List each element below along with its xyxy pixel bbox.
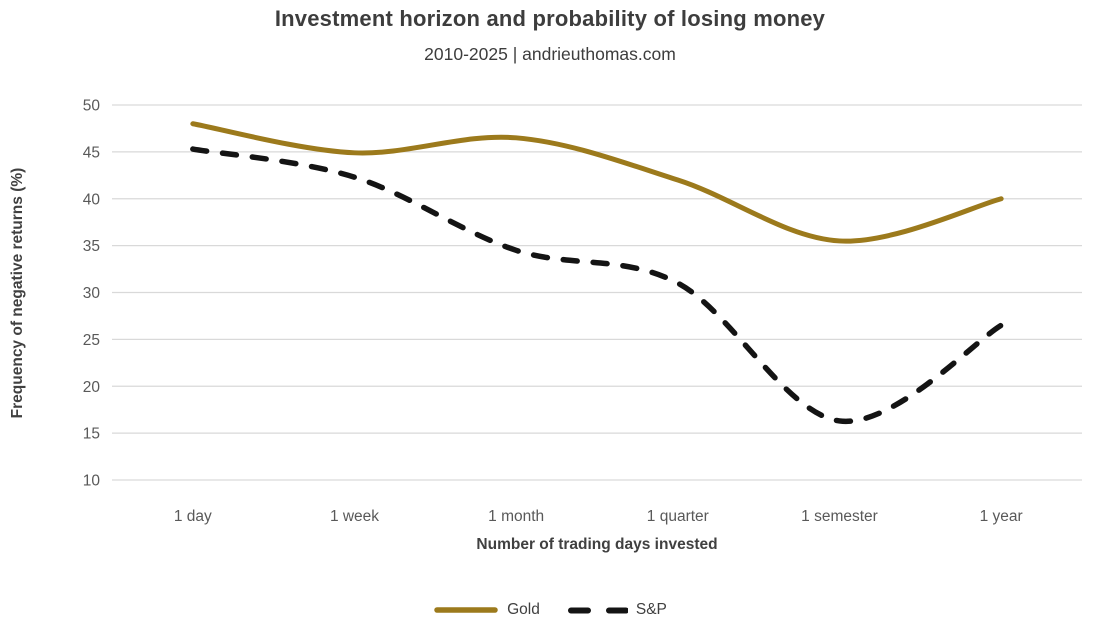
x-tick-label: 1 year — [980, 508, 1023, 525]
sp-dashed-line-swatch — [567, 607, 628, 613]
y-tick-label: 40 — [83, 191, 101, 208]
x-tick-label: 1 semester — [801, 508, 878, 525]
x-tick-label: 1 day — [174, 508, 212, 525]
legend-item-gold: Gold — [433, 601, 540, 619]
legend-item-sp: S&P — [566, 601, 667, 619]
gold-line-swatch — [434, 607, 498, 613]
legend: Gold S&P — [0, 601, 1100, 619]
legend-label-gold: Gold — [507, 601, 540, 618]
y-tick-label: 20 — [83, 379, 101, 396]
y-tick-label: 25 — [83, 332, 100, 349]
series-line-gold — [190, 121, 1004, 244]
chart-title: Investment horizon and probability of lo… — [274, 6, 826, 31]
x-tick-label: 1 quarter — [647, 508, 709, 525]
x-tick-label: 1 week — [330, 508, 379, 525]
chart-subtitle: 2010-2025 | andrieuthomas.com — [424, 44, 676, 64]
y-tick-label: 50 — [83, 98, 101, 115]
x-tick-label: 1 month — [488, 508, 544, 525]
y-tick-label: 35 — [83, 238, 100, 255]
y-tick-label: 15 — [83, 426, 100, 443]
y-tick-label: 30 — [83, 285, 101, 302]
y-tick-label: 45 — [83, 144, 100, 161]
y-tick-label: 10 — [83, 473, 101, 490]
legend-label-sp: S&P — [635, 601, 667, 618]
series-line-sp — [190, 146, 1004, 424]
x-axis-title: Number of trading days invested — [476, 536, 718, 553]
